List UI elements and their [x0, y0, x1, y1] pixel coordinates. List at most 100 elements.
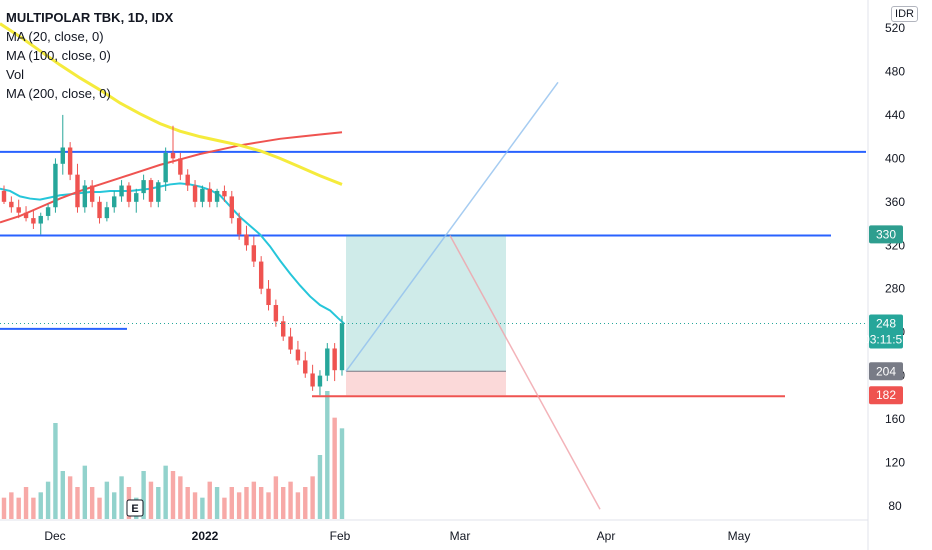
candle: [126, 182, 132, 208]
candle-body: [23, 212, 29, 219]
candlesticks: [1, 114, 345, 396]
candle: [141, 174, 146, 200]
candle: [258, 256, 264, 295]
candle-body: [229, 196, 234, 219]
volume-bar: [288, 481, 293, 519]
volume-bar: [156, 487, 161, 519]
candle: [97, 196, 102, 224]
candle: [273, 299, 279, 327]
ma-line: [0, 131, 343, 224]
candle: [156, 180, 161, 208]
candle: [9, 196, 14, 213]
volume-bar: [266, 492, 271, 519]
y-tick-label: 400: [885, 151, 905, 165]
x-tick-label: May: [728, 529, 751, 543]
time-axis[interactable]: Dec 2022 Feb Mar Apr May: [44, 529, 750, 543]
indicator-ma100[interactable]: MA (100, close, 0): [6, 48, 111, 63]
candle: [207, 182, 212, 208]
bearish-projection: [449, 235, 601, 510]
candle-body: [104, 207, 110, 219]
volume-bar: [273, 476, 279, 519]
price-axis[interactable]: 80120160200240280320360400440480520: [885, 21, 905, 513]
x-tick-label: Dec: [44, 529, 65, 543]
earnings-marker[interactable]: E: [126, 499, 144, 517]
candle: [89, 180, 95, 208]
x-tick-label: 2022: [192, 529, 219, 543]
volume-bar: [60, 471, 65, 519]
candle-body: [89, 185, 95, 202]
candle-body: [38, 215, 43, 224]
volume-bar: [82, 465, 88, 519]
current-price-label-bg: [869, 314, 903, 349]
stop-price-label: 182: [869, 386, 903, 405]
candle-body: [178, 158, 183, 175]
volume-bar: [23, 487, 29, 519]
candle-body: [112, 196, 117, 208]
candle-body: [31, 218, 36, 224]
candle-body: [134, 193, 139, 202]
price-labels: 330 248 03:11:57 204 182: [863, 225, 909, 405]
ma-line: [0, 22, 343, 186]
volume-bar: [214, 487, 220, 519]
candle: [339, 315, 345, 376]
candle-body: [339, 323, 345, 371]
candle-body: [288, 336, 293, 350]
candle: [16, 199, 21, 219]
volume-bar: [185, 487, 190, 519]
volume-bar: [67, 476, 73, 519]
candle-body: [317, 375, 323, 387]
volume-bars: [1, 391, 345, 519]
projection-lines[interactable]: [345, 81, 601, 510]
candle: [295, 340, 301, 365]
candle-body: [222, 190, 227, 197]
volume-bar: [148, 481, 154, 519]
indicator-vol[interactable]: Vol: [6, 67, 25, 82]
x-tick-label: Feb: [330, 529, 351, 543]
indicator-ma200[interactable]: MA (200, close, 0): [6, 86, 111, 101]
candle: [31, 210, 36, 229]
candle-body: [244, 234, 249, 246]
currency-badge[interactable]: IDR: [891, 6, 918, 22]
candle-body: [185, 174, 190, 186]
volume-bar: [1, 497, 7, 519]
volume-bar: [170, 471, 176, 519]
x-tick-label: Apr: [597, 529, 616, 543]
candle-body: [9, 201, 14, 208]
indicator-ma20[interactable]: MA (20, close, 0): [6, 29, 104, 44]
entry-price-label-bg: [869, 362, 903, 381]
long-position-tool[interactable]: [346, 234, 506, 396]
countdown-text: 03:11:57: [863, 332, 909, 346]
candle: [200, 185, 205, 208]
y-tick-label: 480: [885, 64, 905, 78]
horizontal-levels[interactable]: [0, 150, 866, 398]
candle: [236, 212, 242, 240]
candle: [266, 280, 271, 311]
volume-bar: [281, 487, 286, 519]
y-tick-label: 160: [885, 412, 905, 426]
candle-body: [207, 188, 212, 202]
volume-bar: [222, 497, 227, 519]
target-price-label-text: 330: [876, 227, 896, 241]
candle: [112, 190, 117, 213]
candle-body: [200, 188, 205, 202]
candle: [310, 364, 315, 391]
volume-bar: [141, 471, 146, 519]
candle: [45, 203, 51, 221]
candle: [38, 212, 43, 235]
target-price-label-bg: [869, 225, 903, 244]
candle-body: [258, 261, 264, 289]
volume-bar: [200, 497, 205, 519]
chart-legend: MULTIPOLAR TBK, 1D, IDX MA (20, close, 0…: [6, 8, 173, 103]
candle-body: [281, 321, 286, 337]
candle-body: [295, 349, 301, 361]
volume-bar: [251, 481, 257, 519]
volume-bar: [317, 455, 323, 519]
candle: [214, 188, 220, 208]
y-tick-label: 360: [885, 195, 905, 209]
candle: [1, 185, 7, 204]
candle: [163, 147, 168, 191]
candle-body: [126, 185, 132, 202]
symbol-title[interactable]: MULTIPOLAR TBK, 1D, IDX: [6, 10, 174, 25]
volume-bar: [75, 487, 80, 519]
